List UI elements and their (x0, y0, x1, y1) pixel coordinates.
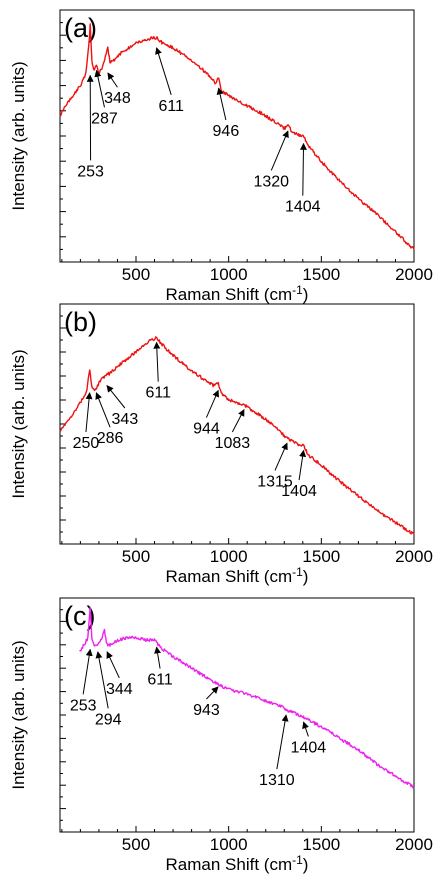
x-tick-label: 1500 (302, 547, 340, 566)
x-tick-label: 1500 (302, 265, 340, 284)
panel-label: (a) (64, 13, 97, 43)
peak-label: 1404 (281, 483, 317, 500)
peak-label: 611 (158, 98, 184, 115)
y-axis-title: Intensity (arb. units) (9, 349, 28, 498)
peak-label: 944 (193, 421, 220, 438)
x-tick-label: 2000 (395, 835, 433, 854)
x-tick-label: 500 (122, 265, 150, 284)
spectrum-line (79, 606, 415, 789)
y-axis-title: Intensity (arb. units) (9, 640, 28, 789)
annotation-arrow (270, 130, 289, 171)
annotation-arrow (106, 385, 126, 409)
peak-label: 1404 (285, 199, 321, 216)
peak-label: 1320 (253, 173, 289, 190)
annotation-arrow (154, 646, 162, 669)
chart-panel-1: 500 1000 1500 2000 Raman Shift (cm-1) Intensi… (9, 9, 433, 304)
x-tick-label: 2000 (395, 265, 433, 284)
x-axis-title: Raman Shift (cm-1) (166, 853, 309, 874)
x-tick-label: 2000 (395, 547, 433, 566)
annotation-arrow (85, 392, 93, 433)
annotation-arrow (153, 341, 161, 382)
annotation-arrow (82, 648, 93, 695)
y-axis-title: Intensity (arb. units) (9, 61, 28, 210)
x-tick-label: 1500 (302, 835, 340, 854)
peak-label: 348 (104, 90, 131, 107)
peak-label: 611 (145, 385, 171, 402)
peak-label: 253 (77, 163, 104, 180)
peak-label: 286 (97, 430, 124, 447)
x-tick-label: 1000 (210, 265, 248, 284)
annotation-arrow (205, 389, 219, 418)
annotation-arrow (95, 651, 109, 709)
annotation-arrow (106, 651, 120, 679)
annotation-arrow (231, 408, 245, 433)
annotation-arrow (95, 392, 111, 428)
peak-label: 1083 (215, 435, 251, 452)
annotation-arrow (302, 721, 309, 737)
x-tick-label: 1000 (210, 547, 248, 566)
chart-panel-2: 500 1000 1500 2000 Raman Shift (cm-1) Intensi… (9, 303, 433, 586)
chart-panel-3: 500 1000 1500 2000 Raman Shift (cm-1) Intensi… (9, 597, 433, 874)
peak-label: 1310 (259, 772, 295, 789)
annotation-arrow (107, 72, 118, 88)
x-tick-label: 500 (122, 835, 150, 854)
x-tick-label: 500 (122, 547, 150, 566)
peak-label: 946 (213, 123, 240, 140)
peak-label: 943 (193, 702, 220, 719)
x-axis-title: Raman Shift (cm-1) (166, 565, 309, 586)
spectrum-line (59, 23, 415, 250)
peak-label: 344 (106, 681, 133, 698)
peak-label: 611 (147, 672, 173, 689)
spectrum-line (59, 336, 415, 535)
peak-label: 250 (73, 435, 100, 452)
x-tick-label: 1000 (210, 835, 248, 854)
peak-label: 343 (112, 411, 139, 428)
peak-label: 1404 (291, 739, 327, 756)
annotation-arrow (94, 69, 105, 108)
panel-label: (b) (64, 307, 97, 337)
annotation-arrow (299, 142, 307, 196)
annotation-arrow (216, 87, 227, 121)
peak-label: 287 (91, 110, 118, 127)
peak-label: 294 (95, 711, 122, 728)
annotation-arrow (206, 686, 219, 700)
annotation-arrow (276, 714, 289, 770)
annotation-arrow (274, 442, 288, 471)
annotation-arrow (298, 449, 307, 481)
peak-label: 1315 (257, 473, 293, 490)
peak-label: 253 (70, 697, 97, 714)
x-axis-title: Raman Shift (cm-1) (166, 283, 309, 304)
annotation-arrow (155, 47, 172, 95)
